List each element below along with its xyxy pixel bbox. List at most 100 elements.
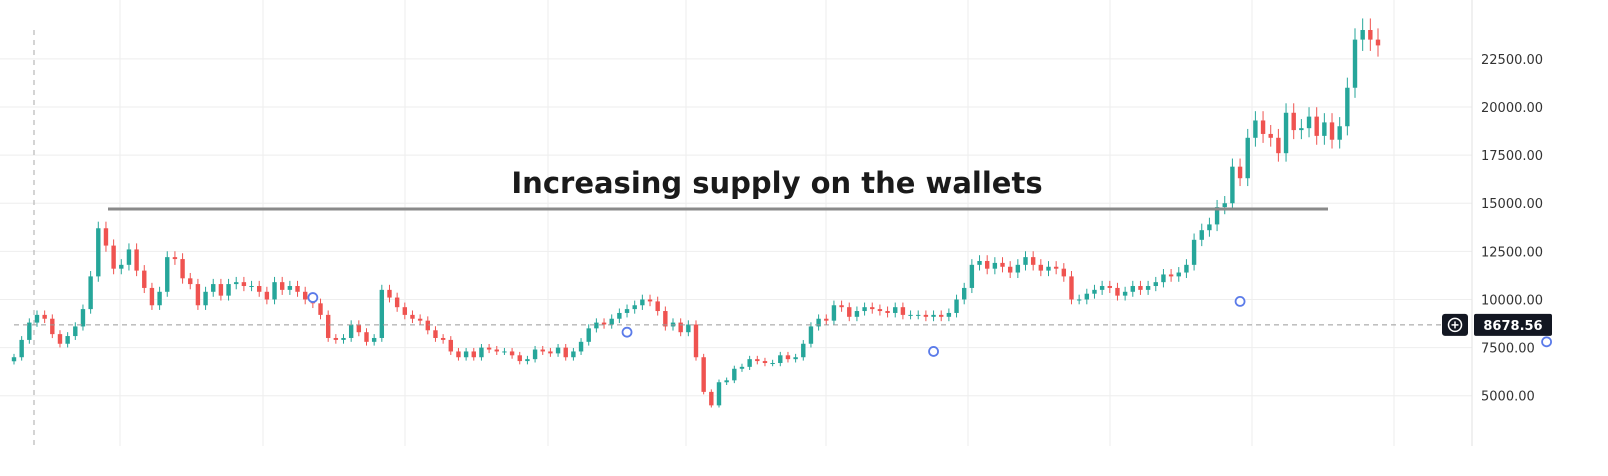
plus-circle-icon[interactable] <box>1447 317 1463 333</box>
candle-6 <box>57 330 63 348</box>
candle-150 <box>1161 269 1166 288</box>
candle-7 <box>65 332 70 348</box>
candle-32 <box>257 280 262 297</box>
candle-29 <box>234 276 239 290</box>
candle-144 <box>1115 282 1120 301</box>
candle-136 <box>1053 261 1059 275</box>
candle-40 <box>318 298 323 320</box>
candle-165 <box>1276 128 1281 162</box>
candle-52 <box>410 310 415 324</box>
candle-142 <box>1099 280 1105 295</box>
candle-24 <box>195 278 201 310</box>
candle-37 <box>295 280 300 297</box>
candle-2 <box>27 318 32 344</box>
candle-124 <box>962 282 967 305</box>
candle-1 <box>19 336 24 361</box>
candle-117 <box>908 310 913 320</box>
candle-0 <box>11 353 17 365</box>
candle-48 <box>379 284 385 342</box>
candle-97 <box>755 355 760 365</box>
current-price-badge[interactable]: 8678.56 <box>1442 313 1552 336</box>
candle-33 <box>264 286 270 305</box>
candle-57 <box>448 336 453 355</box>
candle-68 <box>532 345 538 363</box>
candle-77 <box>601 318 607 329</box>
candle-88 <box>686 320 691 337</box>
candle-25 <box>203 286 208 310</box>
candle-28 <box>226 278 231 301</box>
candle-158 <box>1222 196 1227 215</box>
annotation-text: Increasing supply on the wallets <box>511 166 1042 200</box>
candle-70 <box>548 347 553 357</box>
candle-118 <box>916 310 921 320</box>
candle-27 <box>218 278 224 301</box>
candle-100 <box>778 351 783 367</box>
candle-16 <box>134 243 139 277</box>
event-marker-1[interactable] <box>621 326 633 338</box>
candle-108 <box>839 300 844 312</box>
candle-3 <box>34 310 40 327</box>
candle-18 <box>149 282 155 310</box>
candle-103 <box>801 340 806 361</box>
candle-19 <box>157 286 162 310</box>
candle-121 <box>939 310 944 322</box>
candle-21 <box>172 251 178 265</box>
candle-120 <box>931 310 936 322</box>
y-tick-label-0: 5000.00 <box>1481 390 1535 405</box>
candle-178 <box>1375 28 1381 57</box>
candle-171 <box>1322 113 1327 145</box>
candle-58 <box>456 347 461 361</box>
candle-134 <box>1038 259 1044 277</box>
event-marker-4[interactable] <box>1541 336 1552 348</box>
candle-122 <box>946 308 952 322</box>
y-tick-label-7: 22500.00 <box>1481 53 1543 68</box>
candle-138 <box>1069 270 1074 305</box>
y-tick-label-1: 7500.00 <box>1481 342 1535 357</box>
candle-107 <box>831 300 837 325</box>
candle-23 <box>188 272 193 290</box>
candle-174 <box>1345 77 1350 136</box>
y-axis: 5000.00 7500.00 10000.00 12500.00 15000.00 17… <box>1481 53 1543 405</box>
candle-167 <box>1291 103 1296 140</box>
candle-80 <box>624 304 630 318</box>
candle-61 <box>479 343 484 361</box>
y-tick-label-2: 10000.00 <box>1481 293 1543 308</box>
candle-173 <box>1337 117 1342 149</box>
event-marker-2[interactable] <box>928 346 939 357</box>
candle-152 <box>1176 267 1181 282</box>
candle-56 <box>440 334 446 344</box>
candle-139 <box>1076 294 1082 305</box>
candle-96 <box>747 355 752 370</box>
candle-129 <box>1000 257 1005 273</box>
y-tick-label-3: 12500.00 <box>1481 245 1543 260</box>
candle-146 <box>1130 280 1135 297</box>
candle-89 <box>693 320 699 361</box>
candle-128 <box>992 257 998 275</box>
candle-22 <box>180 253 185 284</box>
candle-170 <box>1314 107 1319 145</box>
candle-119 <box>923 310 929 322</box>
candle-116 <box>900 302 906 320</box>
candle-98 <box>762 357 768 367</box>
candle-90 <box>701 353 706 395</box>
candle-157 <box>1214 199 1220 232</box>
candle-154 <box>1191 233 1197 271</box>
candle-35 <box>280 276 285 295</box>
candle-74 <box>578 338 584 355</box>
candle-43 <box>341 334 346 344</box>
candle-79 <box>617 308 622 324</box>
candle-20 <box>165 251 170 297</box>
candle-110 <box>854 306 860 322</box>
candle-172 <box>1329 113 1335 149</box>
candle-155 <box>1199 223 1204 247</box>
candle-51 <box>402 302 408 320</box>
candle-109 <box>847 302 852 322</box>
event-marker-0[interactable] <box>307 292 319 303</box>
candle-161 <box>1245 128 1250 187</box>
candle-69 <box>540 345 545 355</box>
candle-83 <box>647 294 653 307</box>
candle-143 <box>1107 280 1112 294</box>
event-marker-3[interactable] <box>1234 296 1246 307</box>
current-price-label: 8678.56 <box>1483 319 1542 334</box>
